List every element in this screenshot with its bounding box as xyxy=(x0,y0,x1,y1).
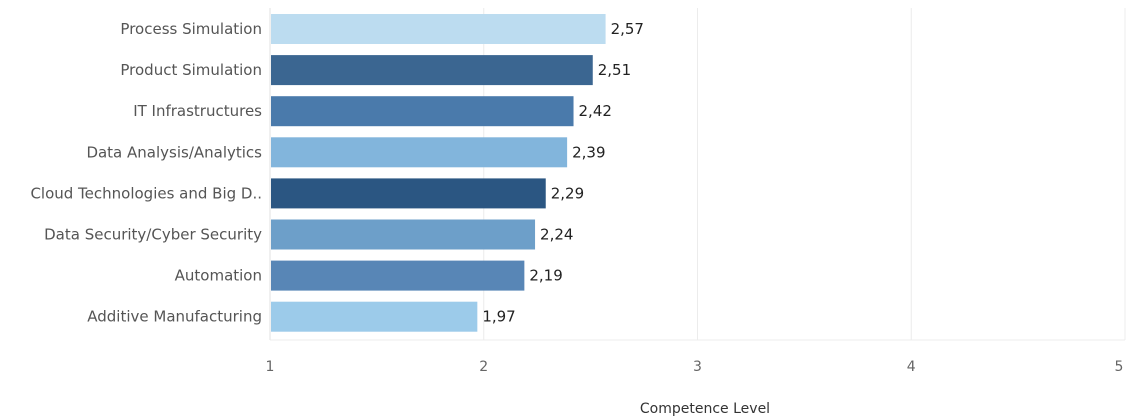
value-label: 2,24 xyxy=(540,226,573,244)
value-label: 2,51 xyxy=(598,61,631,79)
value-labels: 2,57 2,51 2,42 2,39 2,29 2,24 2,19 1,97 xyxy=(482,20,644,326)
category-labels: Process Simulation Product Simulation IT I… xyxy=(30,20,262,326)
bar xyxy=(271,301,478,332)
bar xyxy=(271,178,546,209)
value-label: 1,97 xyxy=(482,308,515,326)
x-axis-ticks: 1 2 3 4 5 xyxy=(266,359,1124,375)
value-label: 2,29 xyxy=(551,184,584,202)
bar xyxy=(271,96,574,127)
category-label: Automation xyxy=(175,267,262,285)
x-tick-label: 1 xyxy=(266,359,275,375)
bar xyxy=(271,55,593,86)
x-tick-label: 4 xyxy=(907,359,916,375)
bar xyxy=(271,260,525,291)
bar xyxy=(271,137,568,168)
category-label: Additive Manufacturing xyxy=(87,308,262,326)
value-label: 2,19 xyxy=(529,267,562,285)
gridlines xyxy=(269,8,1126,341)
category-label: IT Infrastructures xyxy=(133,102,262,120)
category-label: Data Security/Cyber Security xyxy=(44,226,262,244)
bars xyxy=(271,14,606,332)
x-tick-label: 2 xyxy=(479,359,488,375)
value-label: 2,42 xyxy=(579,102,612,120)
x-tick-label: 3 xyxy=(693,359,702,375)
x-tick-label: 5 xyxy=(1115,359,1124,375)
value-label: 2,57 xyxy=(611,20,644,38)
category-label: Process Simulation xyxy=(120,20,262,38)
x-axis-title: Competence Level xyxy=(640,401,770,417)
category-label: Product Simulation xyxy=(120,61,262,79)
bar xyxy=(271,14,606,44)
category-label: Cloud Technologies and Big D.. xyxy=(30,184,262,202)
bar xyxy=(271,219,536,250)
value-label: 2,39 xyxy=(572,143,605,161)
category-label: Data Analysis/Analytics xyxy=(86,143,262,161)
